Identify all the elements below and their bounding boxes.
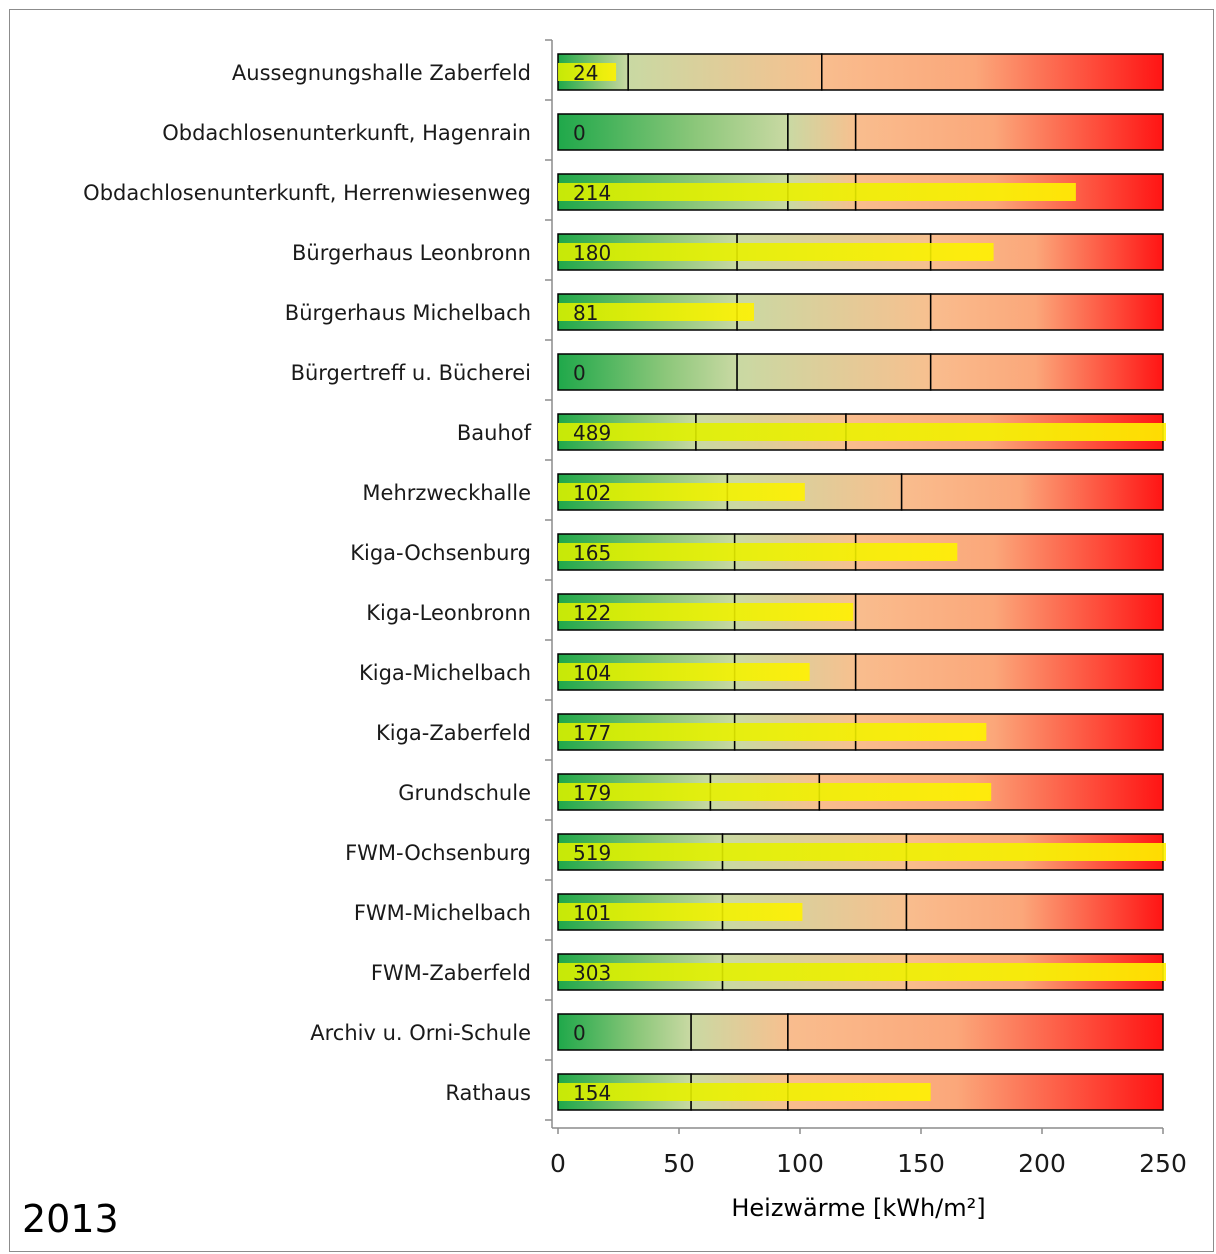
band-bad-10	[854, 653, 1164, 691]
category-label-2: Obdachlosenunterkunft, Herrenwiesenweg	[83, 181, 531, 205]
x-tick-label-5: 250	[1139, 1149, 1187, 1178]
category-label-1: Obdachlosenunterkunft, Hagenrain	[162, 121, 531, 145]
value-label-17: 154	[573, 1081, 611, 1105]
value-label-9: 122	[573, 601, 611, 625]
category-label-11: Kiga-Zaberfeld	[376, 721, 531, 745]
category-label-17: Rathaus	[445, 1081, 531, 1105]
value-label-11: 177	[573, 721, 611, 745]
axes: 0 50 100 150 200 250	[545, 39, 1187, 1178]
category-label-0: Aussegnungshalle Zaberfeld	[232, 61, 531, 85]
band-good-5	[557, 353, 738, 391]
category-label-8: Kiga-Ochsenburg	[350, 541, 531, 565]
category-label-7: Mehrzweckhalle	[362, 481, 531, 505]
value-label-2: 214	[573, 181, 611, 205]
value-bar-10	[558, 663, 810, 681]
band-medium-0	[627, 53, 823, 91]
band-bad-4	[929, 293, 1164, 331]
value-label-0: 24	[573, 61, 598, 85]
value-label-1: 0	[573, 121, 586, 145]
category-label-5: Bürgertreff u. Bücherei	[291, 361, 531, 385]
value-bar-7	[558, 483, 805, 501]
value-bar-11	[558, 723, 987, 741]
band-medium-10	[733, 653, 857, 691]
value-bar-12	[558, 783, 992, 801]
value-bar-17	[558, 1083, 931, 1101]
category-label-14: FWM-Michelbach	[354, 901, 531, 925]
value-label-7: 102	[573, 481, 611, 505]
x-tick-label-3: 150	[897, 1149, 945, 1178]
value-bar-3	[558, 243, 994, 261]
x-tick-label-0: 0	[550, 1149, 566, 1178]
category-label-13: FWM-Ochsenburg	[345, 841, 531, 865]
value-bar-8	[558, 543, 958, 561]
x-tick-label-1: 50	[663, 1149, 695, 1178]
value-bar-6	[558, 423, 1166, 441]
value-bar-13	[558, 843, 1166, 861]
value-label-16: 0	[573, 1021, 586, 1045]
category-label-10: Kiga-Michelbach	[359, 661, 531, 685]
value-bars: 24 0 214 180 81 0 489 102 165 122 104 177 179 519 101 3…	[558, 61, 1166, 1105]
band-bad-9	[854, 593, 1164, 631]
band-medium-4	[736, 293, 932, 331]
band-medium-16	[690, 1013, 789, 1051]
value-label-8: 165	[573, 541, 611, 565]
band-medium-5	[736, 353, 932, 391]
category-label-12: Grundschule	[398, 781, 531, 805]
value-bar-0	[558, 63, 617, 81]
value-label-13: 519	[573, 841, 611, 865]
value-label-15: 303	[573, 961, 611, 985]
band-bad-7	[900, 473, 1164, 511]
value-bar-4	[558, 303, 755, 321]
band-bad-14	[905, 893, 1164, 931]
category-label-4: Bürgerhaus Michelbach	[285, 301, 531, 325]
chart-frame	[9, 9, 1214, 1252]
value-label-10: 104	[573, 661, 611, 685]
category-label-6: Bauhof	[457, 421, 532, 445]
value-bar-9	[558, 603, 854, 621]
band-bad-16	[787, 1013, 1164, 1051]
category-label-3: Bürgerhaus Leonbronn	[292, 241, 531, 265]
category-labels: Aussegnungshalle Zaberfeld Obdachlosenunt…	[83, 61, 531, 1105]
value-bar-14	[558, 903, 803, 921]
value-bar-15	[558, 963, 1166, 981]
band-good-1	[557, 113, 789, 151]
band-bad-1	[854, 113, 1164, 151]
value-label-12: 179	[573, 781, 611, 805]
category-label-9: Kiga-Leonbronn	[366, 601, 531, 625]
year-label: 2013	[22, 1197, 119, 1241]
band-bad-5	[929, 353, 1164, 391]
value-label-14: 101	[573, 901, 611, 925]
benchmark-bands	[557, 53, 1164, 1111]
value-label-3: 180	[573, 241, 611, 265]
value-label-5: 0	[573, 361, 586, 385]
x-tick-label-2: 100	[776, 1149, 824, 1178]
band-bad-0	[821, 53, 1164, 91]
value-label-6: 489	[573, 421, 611, 445]
category-label-16: Archiv u. Orni-Schule	[310, 1021, 531, 1045]
value-label-4: 81	[573, 301, 598, 325]
band-medium-1	[787, 113, 857, 151]
x-tick-label-4: 200	[1018, 1149, 1066, 1178]
x-axis-title: Heizwärme [kWh/m²]	[731, 1194, 985, 1222]
value-bar-2	[558, 183, 1076, 201]
category-label-15: FWM-Zaberfeld	[371, 961, 531, 985]
